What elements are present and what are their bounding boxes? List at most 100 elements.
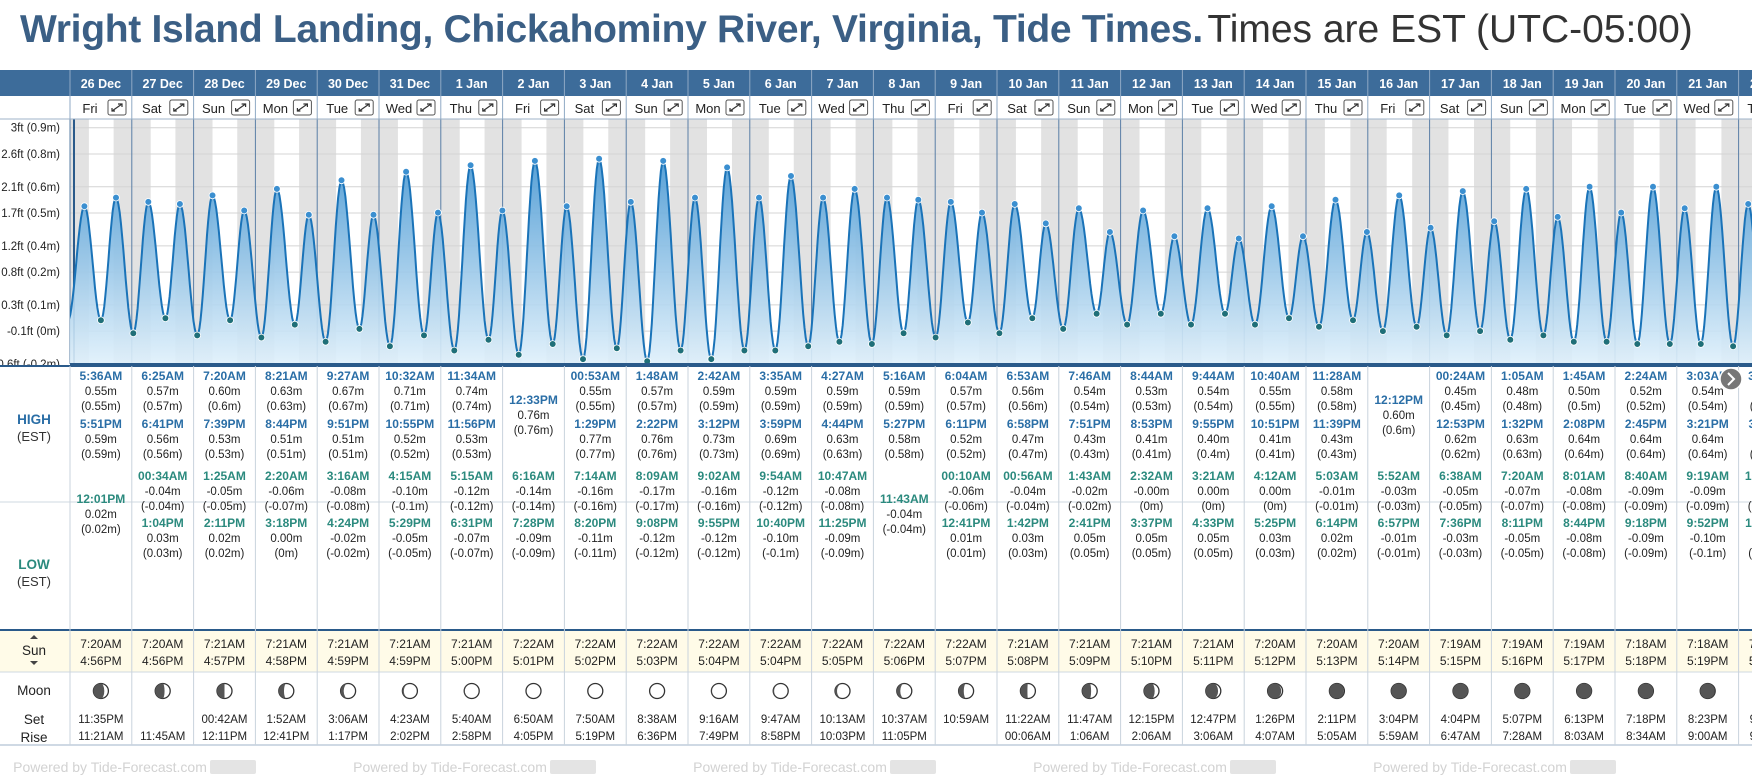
high-tide-metric: (0.56m) xyxy=(143,449,183,461)
date-label: 13 Jan xyxy=(1194,77,1233,91)
low-tide-time: 3:37PM xyxy=(1130,516,1172,530)
low-tide-point xyxy=(1349,316,1357,325)
low-tide-height: -0.09m xyxy=(1628,486,1664,498)
high-tide-time: 11:39PM xyxy=(1313,417,1361,431)
high-tide-height: 0.59m xyxy=(765,386,797,398)
date-label: 12 Jan xyxy=(1132,77,1171,91)
high-tide-metric: (0.45m) xyxy=(1441,401,1481,413)
high-tide-point xyxy=(1106,228,1114,236)
sunset-time: 5:05PM xyxy=(822,654,863,668)
low-tide-height: -0.10m xyxy=(763,533,799,545)
expand-icon xyxy=(1467,99,1487,116)
high-tide-time: 1:45AM xyxy=(1563,369,1606,383)
sunrise-time: 7:21AM xyxy=(266,637,307,651)
low-tide-metric: (-0.04m) xyxy=(141,501,185,513)
low-tide-time: 9:19AM xyxy=(1686,469,1729,483)
low-tide-height: -0.10m xyxy=(1690,533,1726,545)
expand-icon xyxy=(540,99,560,116)
high-tide-metric: (0.63m) xyxy=(823,449,863,461)
high-tide-point xyxy=(1042,219,1050,228)
high-tide-height: 0.43m xyxy=(1074,434,1106,446)
moon-shadow xyxy=(278,683,287,699)
high-tide-time: 7:39PM xyxy=(203,417,245,431)
dow-label: Mon xyxy=(695,101,720,116)
low-tide-point xyxy=(129,329,138,338)
expand-icon-arrow xyxy=(914,103,926,112)
tide-table-bg xyxy=(0,366,1752,630)
low-tide-time: 5:29PM xyxy=(389,516,431,530)
high-tide-height: 0.59m xyxy=(888,386,920,398)
low-tide-time: 7:14AM xyxy=(574,469,617,483)
low-tide-point xyxy=(1476,327,1484,335)
moon-phase-icon xyxy=(1699,682,1716,700)
high-tide-height: 0.55m xyxy=(1259,386,1291,398)
high-tide-time: 2:24AM xyxy=(1625,369,1668,383)
high-tide-height: 0.40m xyxy=(1197,434,1229,446)
high-tide-point xyxy=(208,191,217,200)
high-tide-metric: (0.57m) xyxy=(143,401,183,413)
moonset-time: 5:07PM xyxy=(1502,714,1542,726)
low-tide-height: -0.04m xyxy=(145,486,181,498)
low-tide-height: -0.01m xyxy=(1381,533,1417,545)
moonset-time: 11:22AM xyxy=(1005,714,1050,726)
low-tide-point xyxy=(1315,322,1323,331)
high-tide-time: 9:55PM xyxy=(1192,417,1234,431)
high-tide-point xyxy=(273,185,281,193)
high-tide-time: 3:59PM xyxy=(760,417,802,431)
expand-icon xyxy=(1652,99,1672,116)
date-label: 8 Jan xyxy=(888,77,920,91)
high-tide-time: 5:51PM xyxy=(80,417,122,431)
high-tide-metric: (0.4m) xyxy=(1197,449,1230,461)
date-label: 18 Jan xyxy=(1503,77,1542,91)
expand-icon-arrow xyxy=(1532,103,1544,112)
dow-label: Thu xyxy=(1747,101,1752,116)
low-tide-metric: (-0.17m) xyxy=(635,501,679,513)
moon-shadow xyxy=(340,683,349,699)
high-tide-height: 0.63m xyxy=(827,434,859,446)
moon-phase-icon xyxy=(957,682,975,700)
moonrise-time: 7:28AM xyxy=(1502,731,1542,743)
moon-shadow xyxy=(1205,683,1219,699)
moon-shadow xyxy=(1514,683,1530,699)
moonrise-time: 1:17PM xyxy=(328,731,368,743)
moonset-time: 6:13PM xyxy=(1564,714,1604,726)
sunset-time: 5:06PM xyxy=(884,654,925,668)
high-tide-time: 7:20AM xyxy=(203,369,246,383)
low-tide-time: 5:03AM xyxy=(1316,469,1359,483)
dow-label: Wed xyxy=(818,101,845,116)
night-shade xyxy=(1597,108,1615,364)
moonset-time: 5:40AM xyxy=(452,714,492,726)
high-tide-metric: (0.77m) xyxy=(575,449,615,461)
low-tide-height: -0.08m xyxy=(825,486,861,498)
low-tide-metric: (-0.05m) xyxy=(388,548,432,560)
high-tide-time: 5:27PM xyxy=(883,417,925,431)
sunrise-time: 7:21AM xyxy=(327,637,368,651)
low-tide-point xyxy=(676,346,685,355)
expand-icon xyxy=(1219,99,1239,116)
date-label: 20 Jan xyxy=(1626,77,1665,91)
moonrise-time: 2:02PM xyxy=(390,731,430,743)
expand-icon xyxy=(231,99,251,116)
high-tide-height: 0.55m xyxy=(579,386,611,398)
low-tide-metric: (-0.01m) xyxy=(1315,501,1359,513)
high-tide-time: 7:46AM xyxy=(1068,369,1111,383)
low-tide-metric: (0.03m) xyxy=(1008,548,1048,560)
moon-phase-icon xyxy=(463,682,480,700)
moon-phase-icon xyxy=(154,682,171,700)
high-tide-time: 9:27AM xyxy=(327,369,370,383)
high-tide-point xyxy=(112,193,120,202)
moon-shadow xyxy=(402,683,410,699)
sunset-arrow-icon xyxy=(30,661,38,665)
moonset-time: 8:23PM xyxy=(1688,714,1728,726)
high-tide-height: 0.64m xyxy=(1692,434,1724,446)
date-label: 7 Jan xyxy=(827,77,859,91)
moon-disc xyxy=(525,682,542,700)
high-tide-metric: (0.54m) xyxy=(1688,401,1728,413)
sunset-time: 4:56PM xyxy=(142,654,183,668)
sunrise-time: 7:20AM xyxy=(1316,637,1357,651)
high-tide-metric: (0.55m) xyxy=(575,401,615,413)
high-tide-metric: (0.57m) xyxy=(946,401,986,413)
moonset-time: 9:47AM xyxy=(761,714,801,726)
dow-label: Fri xyxy=(515,101,530,116)
y-tick-label: 3ft (0.9m) xyxy=(11,123,60,135)
